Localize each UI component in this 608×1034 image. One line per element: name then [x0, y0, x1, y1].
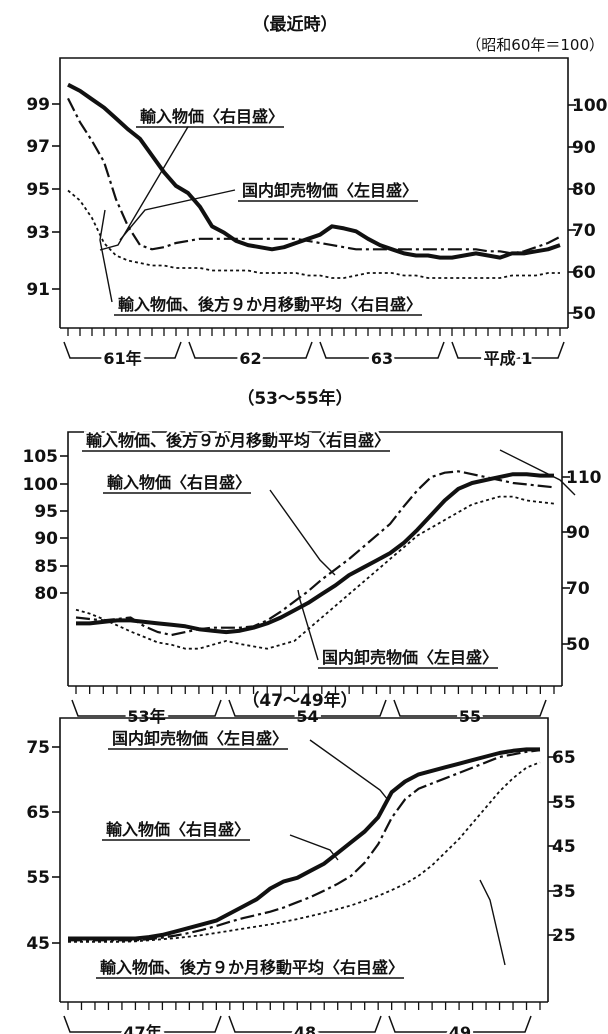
right-tick-label: 65 [552, 748, 576, 768]
plot-frame [59, 717, 549, 1002]
annotation-leader [119, 189, 236, 241]
panel-title: （53〜55年） [237, 388, 352, 409]
right-tick-label: 60 [572, 263, 596, 283]
period-label: 63 [371, 349, 393, 368]
period-bracket [388, 1015, 532, 1033]
series-annotation: 輸入物価〈右目盛〉 [106, 820, 250, 839]
left-tick-label: 45 [26, 934, 50, 954]
left-tick-label: 85 [34, 557, 58, 577]
series-line-dashdot [68, 749, 541, 942]
series-annotation: 輸入物価、後方９か月移動平均〈右目盛〉 [118, 295, 422, 314]
annotation-leader [289, 834, 339, 861]
annotation-leader [269, 489, 336, 576]
right-tick-label: 35 [552, 882, 576, 902]
right-tick-label: 110 [566, 468, 602, 488]
left-tick-label: 93 [26, 223, 50, 243]
period-bracket [63, 1015, 222, 1033]
period-bracket [228, 1015, 382, 1033]
right-tick-label: 70 [566, 579, 590, 599]
series-annotation: 国内卸売物価〈左目盛〉 [322, 648, 498, 667]
right-tick-label: 45 [552, 837, 576, 857]
series-annotation: 輸入物価、後方９か月移動平均〈右目盛〉 [100, 958, 404, 977]
plot-frame [67, 431, 563, 686]
right-tick-label: 50 [566, 635, 590, 655]
annotation-leader [99, 119, 193, 251]
series-line-dotted [75, 495, 555, 650]
annotation-leader [309, 739, 389, 801]
right-tick-label: 90 [566, 523, 590, 543]
left-tick-label: 99 [26, 95, 50, 115]
plot-frame [59, 57, 569, 328]
period-label: 49 [449, 1023, 471, 1034]
period-label: 47年 [123, 1023, 161, 1034]
period-label: 54 [296, 707, 318, 726]
left-tick-label: 95 [34, 502, 58, 522]
panel-title: （47〜49年） [242, 690, 357, 711]
right-tick-label: 100 [572, 96, 608, 116]
series-line-bold [67, 82, 561, 260]
panel-title: （最近時） [253, 14, 338, 35]
left-tick-label: 97 [26, 137, 50, 157]
period-bracket [228, 699, 387, 717]
left-tick-label: 105 [23, 447, 59, 467]
annotation-leader [479, 879, 506, 966]
series-line-dotted [67, 189, 560, 279]
right-tick-label: 50 [572, 304, 596, 324]
right-tick-label: 90 [572, 138, 596, 158]
series-line-bold [76, 472, 554, 635]
left-tick-label: 75 [26, 738, 50, 758]
left-tick-label: 65 [26, 803, 50, 823]
series-line-bold [68, 747, 540, 941]
series-annotation: 国内卸売物価〈左目盛〉 [242, 181, 418, 200]
left-tick-label: 55 [26, 868, 50, 888]
series-annotation: 輸入物価〈右目盛〉 [107, 473, 251, 492]
left-tick-label: 80 [34, 584, 58, 604]
left-tick-label: 95 [26, 180, 50, 200]
period-label: 61年 [103, 349, 141, 368]
annotation-leader [499, 449, 576, 496]
period-label: 53年 [127, 707, 165, 726]
left-tick-label: 91 [26, 280, 50, 300]
period-bracket [451, 341, 565, 359]
right-tick-label: 80 [572, 180, 596, 200]
right-tick-label: 55 [552, 793, 576, 813]
series-annotation: 輸入物価、後方９か月移動平均〈右目盛〉 [86, 431, 390, 450]
series-annotation: 輸入物価〈右目盛〉 [140, 107, 284, 126]
period-bracket [63, 341, 182, 359]
period-bracket [188, 341, 313, 359]
series-annotation: 国内卸売物価〈左目盛〉 [112, 729, 288, 748]
period-label: 平成 1 [484, 349, 533, 368]
unit-note: （昭和60年＝100） [466, 36, 604, 54]
period-bracket [393, 699, 547, 717]
left-tick-label: 100 [23, 475, 59, 495]
period-label: 55 [459, 707, 481, 726]
series-line-dashdot [67, 97, 561, 255]
left-tick-label: 90 [34, 529, 58, 549]
period-label: 48 [294, 1023, 316, 1034]
annotation-leader [99, 209, 113, 303]
right-tick-label: 25 [552, 926, 576, 946]
right-tick-label: 70 [572, 221, 596, 241]
series-line-dashdot [75, 470, 555, 637]
period-label: 62 [239, 349, 261, 368]
series-line-dotted [68, 761, 541, 943]
period-bracket [319, 341, 445, 359]
period-bracket [71, 699, 222, 717]
annotation-leader [297, 589, 319, 661]
